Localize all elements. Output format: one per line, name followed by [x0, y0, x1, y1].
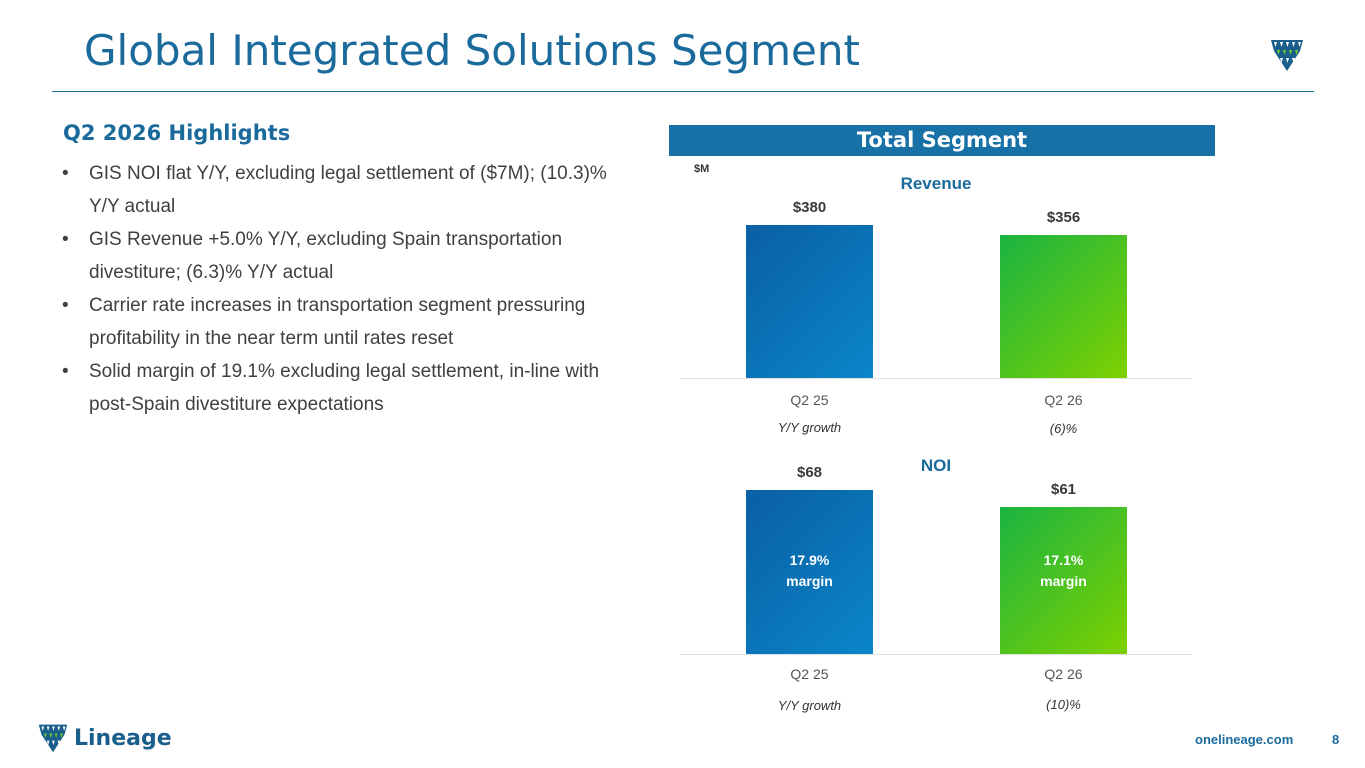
revenue-bar-q2-25 [746, 225, 873, 378]
revenue-axis [680, 378, 1192, 379]
brand-wordmark: Lineage [74, 725, 172, 751]
revenue-value-label: $380 [792, 199, 827, 216]
highlight-item: Solid margin of 19.1% excluding legal se… [60, 355, 620, 421]
noi-bar-q2-26 [1000, 507, 1127, 654]
page-number: 8 [1332, 732, 1340, 747]
margin-pct: 17.1% [1043, 552, 1084, 568]
revenue-value-label: $356 [1046, 209, 1081, 226]
highlight-item: GIS Revenue +5.0% Y/Y, excluding Spain t… [60, 223, 620, 289]
noi-growth-label: Y/Y growth [777, 698, 842, 713]
noi-chart: NOI $68 $61 17.9% margin 17.1% margin Q2… [680, 452, 1192, 722]
noi-bar-q2-25 [746, 490, 873, 654]
page-title: Global Integrated Solutions Segment [84, 26, 860, 75]
noi-margin-label: 17.9% margin [746, 550, 873, 592]
revenue-growth-label: Y/Y growth [777, 420, 842, 435]
noi-margin-label: 17.1% margin [1000, 550, 1127, 592]
highlight-item: GIS NOI flat Y/Y, excluding legal settle… [60, 157, 620, 223]
margin-word: margin [786, 573, 833, 589]
revenue-category-label: Q2 25 [790, 392, 829, 408]
footer-url: onelineage.com [1195, 732, 1294, 747]
margin-pct: 17.9% [789, 552, 830, 568]
title-divider [52, 91, 1314, 92]
revenue-chart: Revenue $380 $356 Q2 25 Q2 26 Y/Y growth… [680, 170, 1192, 436]
lineage-shield-icon [38, 724, 68, 753]
margin-word: margin [1040, 573, 1087, 589]
noi-value-label: $68 [796, 464, 823, 481]
revenue-growth-value: (6)% [1049, 421, 1078, 436]
noi-axis [680, 654, 1192, 655]
revenue-category-label: Q2 26 [1044, 392, 1083, 408]
highlight-item: Carrier rate increases in transportation… [60, 289, 620, 355]
highlights-title: Q2 2026 Highlights [63, 121, 291, 145]
noi-value-label: $61 [1050, 481, 1077, 498]
segment-header: Total Segment [669, 125, 1215, 156]
revenue-chart-title: Revenue [900, 174, 972, 193]
footer-logo: Lineage [36, 722, 172, 754]
highlights-list: GIS NOI flat Y/Y, excluding legal settle… [60, 157, 620, 421]
noi-chart-title: NOI [920, 456, 952, 475]
lineage-logo-icon [1270, 37, 1304, 73]
noi-growth-value: (10)% [1046, 697, 1081, 712]
noi-category-label: Q2 26 [1044, 666, 1083, 682]
noi-category-label: Q2 25 [790, 666, 829, 682]
revenue-bar-q2-26 [1000, 235, 1127, 378]
unit-label: $M [694, 163, 710, 175]
